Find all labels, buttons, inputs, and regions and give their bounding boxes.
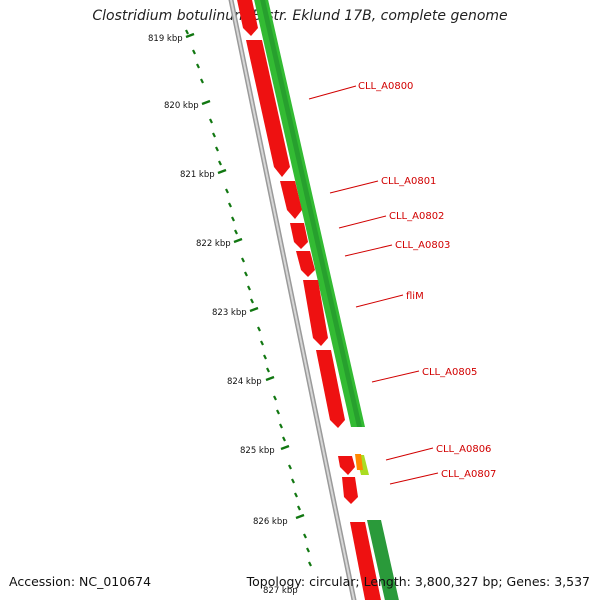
scale-tick-dots <box>185 29 312 567</box>
cds-feature-CLL_A0807[interactable] <box>342 477 358 504</box>
similarity-track-seg-2 <box>367 520 399 600</box>
scale-label-820: 820 kbp <box>164 101 199 111</box>
backbone-inner <box>230 0 355 600</box>
accession-text: Accession: NC_010674 <box>9 574 152 589</box>
scale-label-819: 819 kbp <box>148 34 183 44</box>
scale-label-826: 826 kbp <box>253 517 288 527</box>
gene-label-CLL_A0805[interactable]: CLL_A0805 <box>422 367 477 378</box>
map-title: Clostridium botulinum B str. Eklund 17B,… <box>92 8 508 24</box>
scale-label-821: 821 kbp <box>180 170 215 180</box>
gene-label-CLL_A0803[interactable]: CLL_A0803 <box>395 240 450 251</box>
cds-feature-CLL_A0806[interactable] <box>338 456 355 475</box>
scale-label-822: 822 kbp <box>196 239 231 249</box>
cds-feature-fliM[interactable] <box>303 280 328 346</box>
cds-feature-CLL_A0806-orange[interactable] <box>355 454 363 470</box>
cds-feature-CLL_A0801[interactable] <box>280 181 302 219</box>
scale-label-825: 825 kbp <box>240 446 275 456</box>
gene-label-fliM[interactable]: fliM <box>406 291 424 302</box>
cds-feature-CLL_A0803[interactable] <box>296 251 315 277</box>
genome-stats-text: Topology: circular; Length: 3,800,327 bp… <box>246 574 590 589</box>
gene-label-CLL_A0800[interactable]: CLL_A0800 <box>358 81 413 92</box>
scale-label-827: 827 kbp <box>263 586 298 596</box>
scale-label-824: 824 kbp <box>227 377 262 387</box>
cds-feature-top[interactable] <box>236 0 258 36</box>
cds-feature-bottom[interactable] <box>350 522 382 600</box>
gene-label-CLL_A0802[interactable]: CLL_A0802 <box>389 211 444 222</box>
similarity-track-seg-1-shade <box>260 0 362 427</box>
gene-label-CLL_A0806[interactable]: CLL_A0806 <box>436 444 491 455</box>
cds-feature-CLL_A0805[interactable] <box>316 350 345 428</box>
callout-lines <box>308 85 439 485</box>
scale-label-823: 823 kbp <box>212 308 247 318</box>
cds-feature-CLL_A0802[interactable] <box>290 223 308 249</box>
cds-feature-CLL_A0800[interactable] <box>246 40 290 177</box>
gene-label-CLL_A0807[interactable]: CLL_A0807 <box>441 469 496 480</box>
gene-label-CLL_A0801[interactable]: CLL_A0801 <box>381 176 436 187</box>
scale-major-ticks <box>185 32 305 520</box>
